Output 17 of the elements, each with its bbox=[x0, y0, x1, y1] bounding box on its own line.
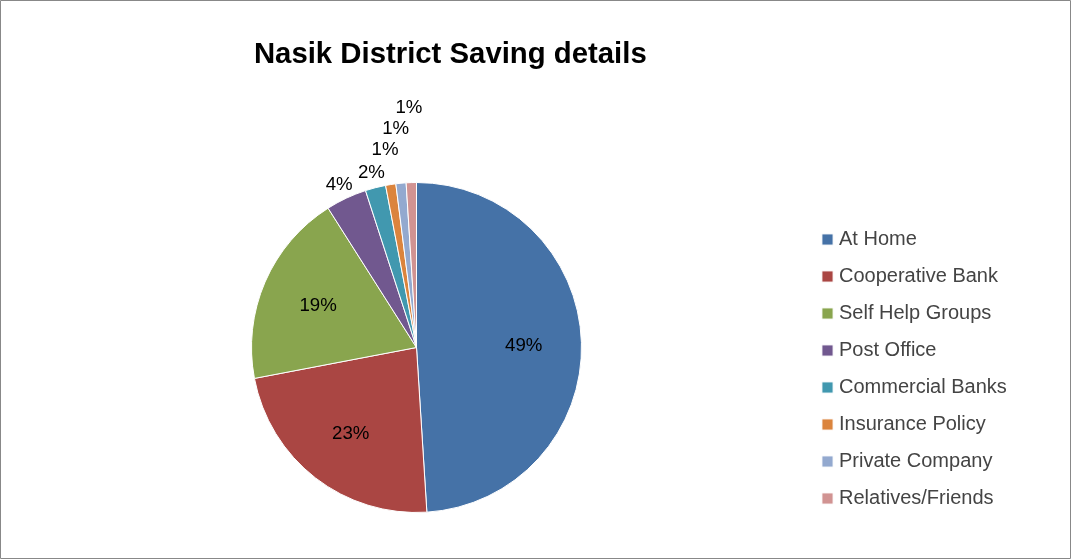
legend-label: Insurance Policy bbox=[839, 412, 986, 435]
data-label: 1% bbox=[382, 116, 410, 138]
legend-label: Private Company bbox=[839, 449, 993, 472]
data-label: 4% bbox=[325, 172, 353, 194]
data-label: 23% bbox=[332, 421, 370, 443]
legend-label: Commercial Banks bbox=[839, 375, 1007, 398]
data-label: 49% bbox=[505, 333, 543, 355]
legend-label: Self Help Groups bbox=[839, 301, 992, 324]
data-label: 19% bbox=[299, 294, 337, 316]
legend-label: At Home bbox=[839, 227, 917, 250]
data-label: 1% bbox=[395, 96, 423, 118]
legend-label: Relatives/Friends bbox=[839, 486, 994, 509]
legend-label: Post Office bbox=[839, 338, 937, 361]
chart-title: Nasik District Saving details bbox=[253, 36, 647, 69]
data-label: 2% bbox=[357, 161, 385, 183]
legend-label: Cooperative Bank bbox=[839, 264, 998, 287]
data-label: 1% bbox=[371, 138, 399, 160]
